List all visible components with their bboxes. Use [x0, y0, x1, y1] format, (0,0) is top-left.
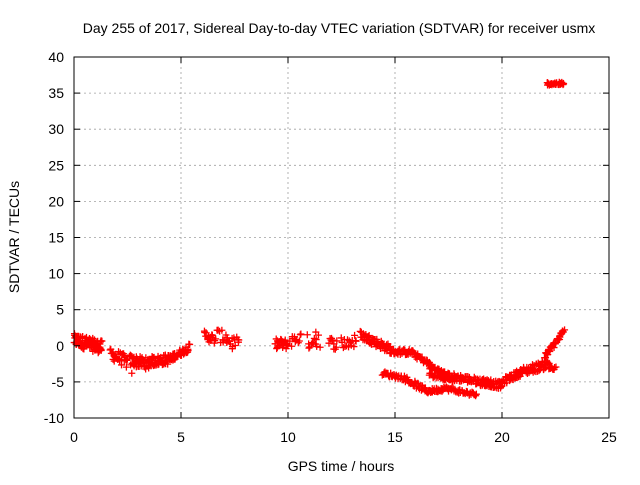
data-point — [186, 340, 194, 348]
data-point — [279, 343, 287, 351]
data-point — [352, 337, 360, 345]
data-point — [123, 356, 131, 364]
y-tick-label: 35 — [48, 85, 64, 101]
data-point — [332, 343, 340, 351]
x-tick-label: 15 — [387, 429, 403, 445]
y-tick-label: -10 — [44, 410, 64, 426]
data-point — [222, 331, 230, 339]
data-point — [212, 335, 220, 343]
data-point — [339, 344, 347, 352]
y-tick-label: -5 — [52, 374, 65, 390]
data-point — [472, 392, 480, 400]
data-point — [472, 390, 480, 398]
data-point — [365, 332, 373, 340]
data-point — [561, 326, 569, 334]
data-point — [297, 330, 305, 338]
data-point — [552, 363, 560, 371]
data-point — [164, 360, 172, 368]
data-point — [418, 353, 426, 361]
y-tick-label: 20 — [48, 193, 64, 209]
x-axis-label: GPS time / hours — [288, 458, 395, 474]
data-point — [312, 336, 320, 344]
x-axis-ticks: 0 5 10 15 20 25 — [70, 57, 617, 445]
data-point — [202, 329, 210, 337]
data-point — [288, 342, 296, 350]
y-axis-ticks: -10 -5 0 5 10 15 20 25 30 35 40 — [44, 49, 609, 426]
data-point — [329, 336, 337, 344]
chart-title: Day 255 of 2017, Sidereal Day-to-day VTE… — [83, 20, 596, 36]
data-point — [235, 336, 243, 344]
data-point — [464, 373, 472, 381]
data-point — [184, 346, 192, 354]
x-tick-label: 10 — [280, 429, 296, 445]
data-point — [484, 377, 492, 385]
y-tick-label: 5 — [56, 302, 64, 318]
data-point — [142, 365, 150, 373]
x-tick-label: 0 — [70, 429, 78, 445]
data-point — [451, 377, 459, 385]
data-points — [70, 78, 569, 400]
data-point — [313, 342, 321, 350]
y-axis-label: SDTVAR / TECUs — [6, 181, 22, 293]
data-point — [308, 339, 316, 347]
data-point — [128, 369, 136, 377]
data-point — [333, 337, 341, 345]
y-tick-label: 0 — [56, 338, 64, 354]
x-tick-label: 5 — [177, 429, 185, 445]
data-point — [351, 331, 359, 339]
data-point — [535, 367, 543, 375]
data-point — [98, 337, 106, 345]
data-point — [305, 344, 313, 352]
data-point — [96, 346, 104, 354]
data-point — [303, 331, 311, 339]
data-point — [218, 326, 226, 334]
data-point — [228, 345, 236, 353]
data-point — [316, 343, 324, 351]
data-point — [295, 337, 303, 345]
data-point — [350, 343, 358, 351]
y-tick-label: 40 — [48, 49, 64, 65]
y-tick-label: 25 — [48, 157, 64, 173]
x-tick-label: 25 — [601, 429, 617, 445]
data-point — [122, 363, 130, 371]
data-point — [497, 383, 505, 391]
grid-lines — [74, 57, 609, 418]
data-point — [312, 328, 320, 336]
y-tick-label: 15 — [48, 230, 64, 246]
y-tick-label: 10 — [48, 266, 64, 282]
y-tick-label: 30 — [48, 121, 64, 137]
x-tick-label: 20 — [494, 429, 510, 445]
data-point — [560, 80, 568, 88]
data-point — [337, 334, 345, 342]
